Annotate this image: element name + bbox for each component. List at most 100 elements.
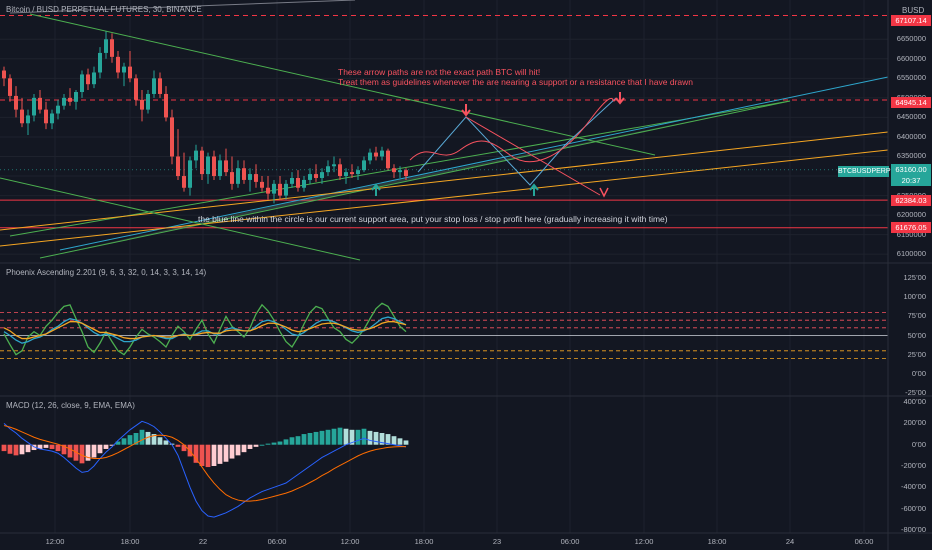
candle-body bbox=[314, 174, 318, 178]
macd-histogram-bar bbox=[265, 443, 271, 445]
arrow-note-line2: Treat them as guidelines whenever the ar… bbox=[338, 77, 693, 87]
candle-body bbox=[44, 109, 48, 124]
phoenix-tick-label: 100’00 bbox=[903, 292, 926, 302]
macd-histogram-bar bbox=[223, 444, 229, 462]
macd-histogram-bar bbox=[325, 429, 331, 445]
time-tick-label: 06:00 bbox=[267, 537, 287, 546]
macd-histogram-bar bbox=[115, 441, 121, 445]
time-tick-label: 12:00 bbox=[340, 537, 360, 546]
candle-body bbox=[188, 160, 192, 188]
macd-histogram-bar bbox=[403, 440, 409, 445]
candle-body bbox=[26, 115, 30, 124]
macd-histogram-bar bbox=[79, 444, 85, 464]
phoenix-tick-label: 75’00 bbox=[907, 311, 926, 321]
price-tick-label: 6100000 bbox=[896, 249, 926, 259]
macd-tick-label: 0’00 bbox=[911, 439, 926, 449]
macd-histogram-bar bbox=[301, 434, 307, 445]
time-tick-label: 18:00 bbox=[707, 537, 727, 546]
price-tick-label: 6350000 bbox=[896, 151, 926, 161]
macd-series-line bbox=[3, 420, 407, 518]
macd-histogram-bar bbox=[235, 444, 241, 456]
macd-histogram-bar bbox=[55, 444, 61, 452]
phoenix-series-line bbox=[3, 321, 407, 340]
candle-body bbox=[260, 181, 264, 188]
price-tick-label: 6200000 bbox=[896, 210, 926, 220]
macd-histogram-bar bbox=[61, 444, 67, 455]
candle-body bbox=[116, 56, 120, 73]
candle-body bbox=[284, 183, 288, 196]
macd-histogram-bar bbox=[145, 431, 151, 445]
macd-histogram-bar bbox=[13, 444, 19, 456]
time-tick-label: 22 bbox=[198, 537, 208, 546]
candle-body bbox=[344, 172, 348, 177]
candle-body bbox=[50, 113, 54, 124]
candle-body bbox=[194, 150, 198, 161]
macd-histogram-bar bbox=[379, 433, 385, 445]
macd-histogram-bar bbox=[193, 444, 199, 463]
projected-wave-red bbox=[409, 97, 617, 163]
green-descending-line bbox=[0, 177, 361, 261]
candle-body bbox=[74, 92, 78, 102]
macd-histogram-bar bbox=[109, 444, 115, 446]
candle-body bbox=[218, 160, 222, 177]
candlestick-series bbox=[2, 31, 408, 204]
last-price: 63160.00 bbox=[895, 165, 927, 174]
macd-histogram-bar bbox=[205, 444, 211, 468]
time-tick-label: 12:00 bbox=[45, 537, 65, 546]
price-tick-label: 6400000 bbox=[896, 131, 926, 141]
candle-body bbox=[338, 164, 342, 177]
support-note: the blue line within the circle is our c… bbox=[198, 214, 668, 224]
candle-body bbox=[380, 150, 384, 157]
macd-histogram-bar bbox=[289, 437, 295, 445]
price-tick-label: 6550000 bbox=[896, 73, 926, 83]
macd-histogram-bar bbox=[391, 436, 397, 445]
candle-body bbox=[140, 99, 144, 110]
macd-histogram-bar bbox=[103, 444, 109, 449]
candle-body bbox=[254, 174, 258, 182]
macd-histogram-bar bbox=[367, 430, 373, 445]
candle-body bbox=[404, 170, 408, 177]
candle-body bbox=[320, 172, 324, 178]
macd-histogram-bar bbox=[181, 444, 187, 452]
projected-path-red bbox=[465, 116, 601, 196]
candle-body bbox=[398, 170, 402, 173]
candle-body bbox=[290, 177, 294, 184]
macd-title: MACD (12, 26, close, 9, EMA, EMA) bbox=[6, 401, 135, 410]
time-tick-label: 06:00 bbox=[560, 537, 580, 546]
macd-histogram-bar bbox=[133, 433, 139, 445]
candle-body bbox=[158, 78, 162, 94]
blue-support-line bbox=[59, 76, 889, 251]
macd-histogram-bar bbox=[271, 442, 277, 445]
macd-histogram-bar bbox=[217, 444, 223, 464]
level-badge: 64945.14 bbox=[891, 97, 931, 108]
macd-histogram-bar bbox=[211, 444, 217, 466]
candle-body bbox=[392, 168, 396, 173]
candle-body bbox=[368, 152, 372, 161]
macd-histogram-bar bbox=[397, 438, 403, 445]
candle-body bbox=[68, 97, 72, 102]
macd-histogram-bar bbox=[229, 444, 235, 459]
phoenix-tick-label: 0’00 bbox=[911, 368, 926, 378]
currency-label[interactable]: BUSD bbox=[902, 6, 925, 15]
phoenix-tick-label: 125’00 bbox=[903, 273, 926, 282]
macd-histogram-bar bbox=[91, 444, 97, 458]
candle-body bbox=[230, 172, 234, 184]
candle-body bbox=[80, 74, 84, 93]
gray-line bbox=[9, 0, 356, 14]
candle-body bbox=[32, 97, 36, 116]
candle-body bbox=[350, 172, 354, 175]
macd-histogram-bar bbox=[157, 437, 163, 445]
candle-body bbox=[92, 72, 96, 85]
candle-body bbox=[266, 187, 270, 194]
macd-histogram-bar bbox=[331, 428, 337, 445]
price-tick-label: 6150000 bbox=[896, 229, 926, 239]
candle-body bbox=[128, 66, 132, 79]
phoenix-tick-label: 25’00 bbox=[907, 349, 926, 359]
time-tick-label: 06:00 bbox=[854, 537, 874, 546]
macd-histogram-bar bbox=[241, 444, 247, 453]
candle-body bbox=[272, 183, 276, 194]
arrow-paths bbox=[371, 92, 625, 198]
macd-histogram-bar bbox=[247, 444, 253, 449]
candle-body bbox=[200, 150, 204, 175]
